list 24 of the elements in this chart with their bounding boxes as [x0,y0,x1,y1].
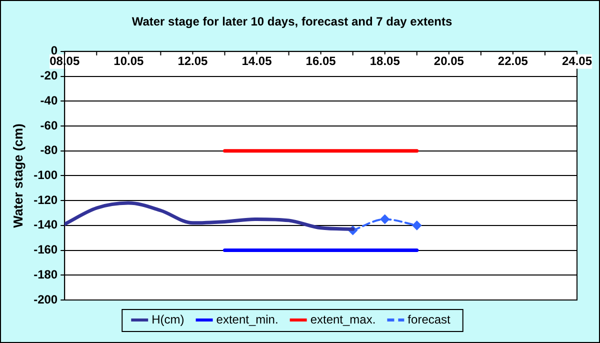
legend-label: extent_max. [310,312,376,326]
x-tick-label: 16.05 [306,54,336,68]
x-tick-label: 14.05 [242,54,272,68]
x-tick-label: 20.05 [434,54,464,68]
y-tick-label: -120 [34,192,58,207]
y-tick-label: -100 [34,168,58,182]
legend-label: extent_min. [216,312,278,326]
y-tick-label: -140 [34,218,58,232]
legend-label: forecast [408,312,452,326]
x-tick-label: 18.05 [370,54,400,68]
legend-label: H(cm) [152,312,184,326]
y-tick-label: -180 [34,267,58,282]
y-tick-label: -20 [40,68,58,83]
y-tick-label: -80 [40,143,58,158]
y-axis-title: Water stage (cm) [10,124,26,228]
x-tick-label: 12.05 [178,54,208,68]
y-tick-label: -160 [34,242,58,257]
x-tick-label: 24.05 [562,54,592,68]
y-tick-label: -40 [40,93,58,108]
y-tick-label: -200 [34,292,58,306]
y-tick-label: -60 [40,118,58,132]
chart-title: Water stage for later 10 days, forecast and 7 day extents [132,14,452,29]
x-tick-label: 10.05 [114,54,144,68]
x-tick-label: 22.05 [498,54,528,68]
